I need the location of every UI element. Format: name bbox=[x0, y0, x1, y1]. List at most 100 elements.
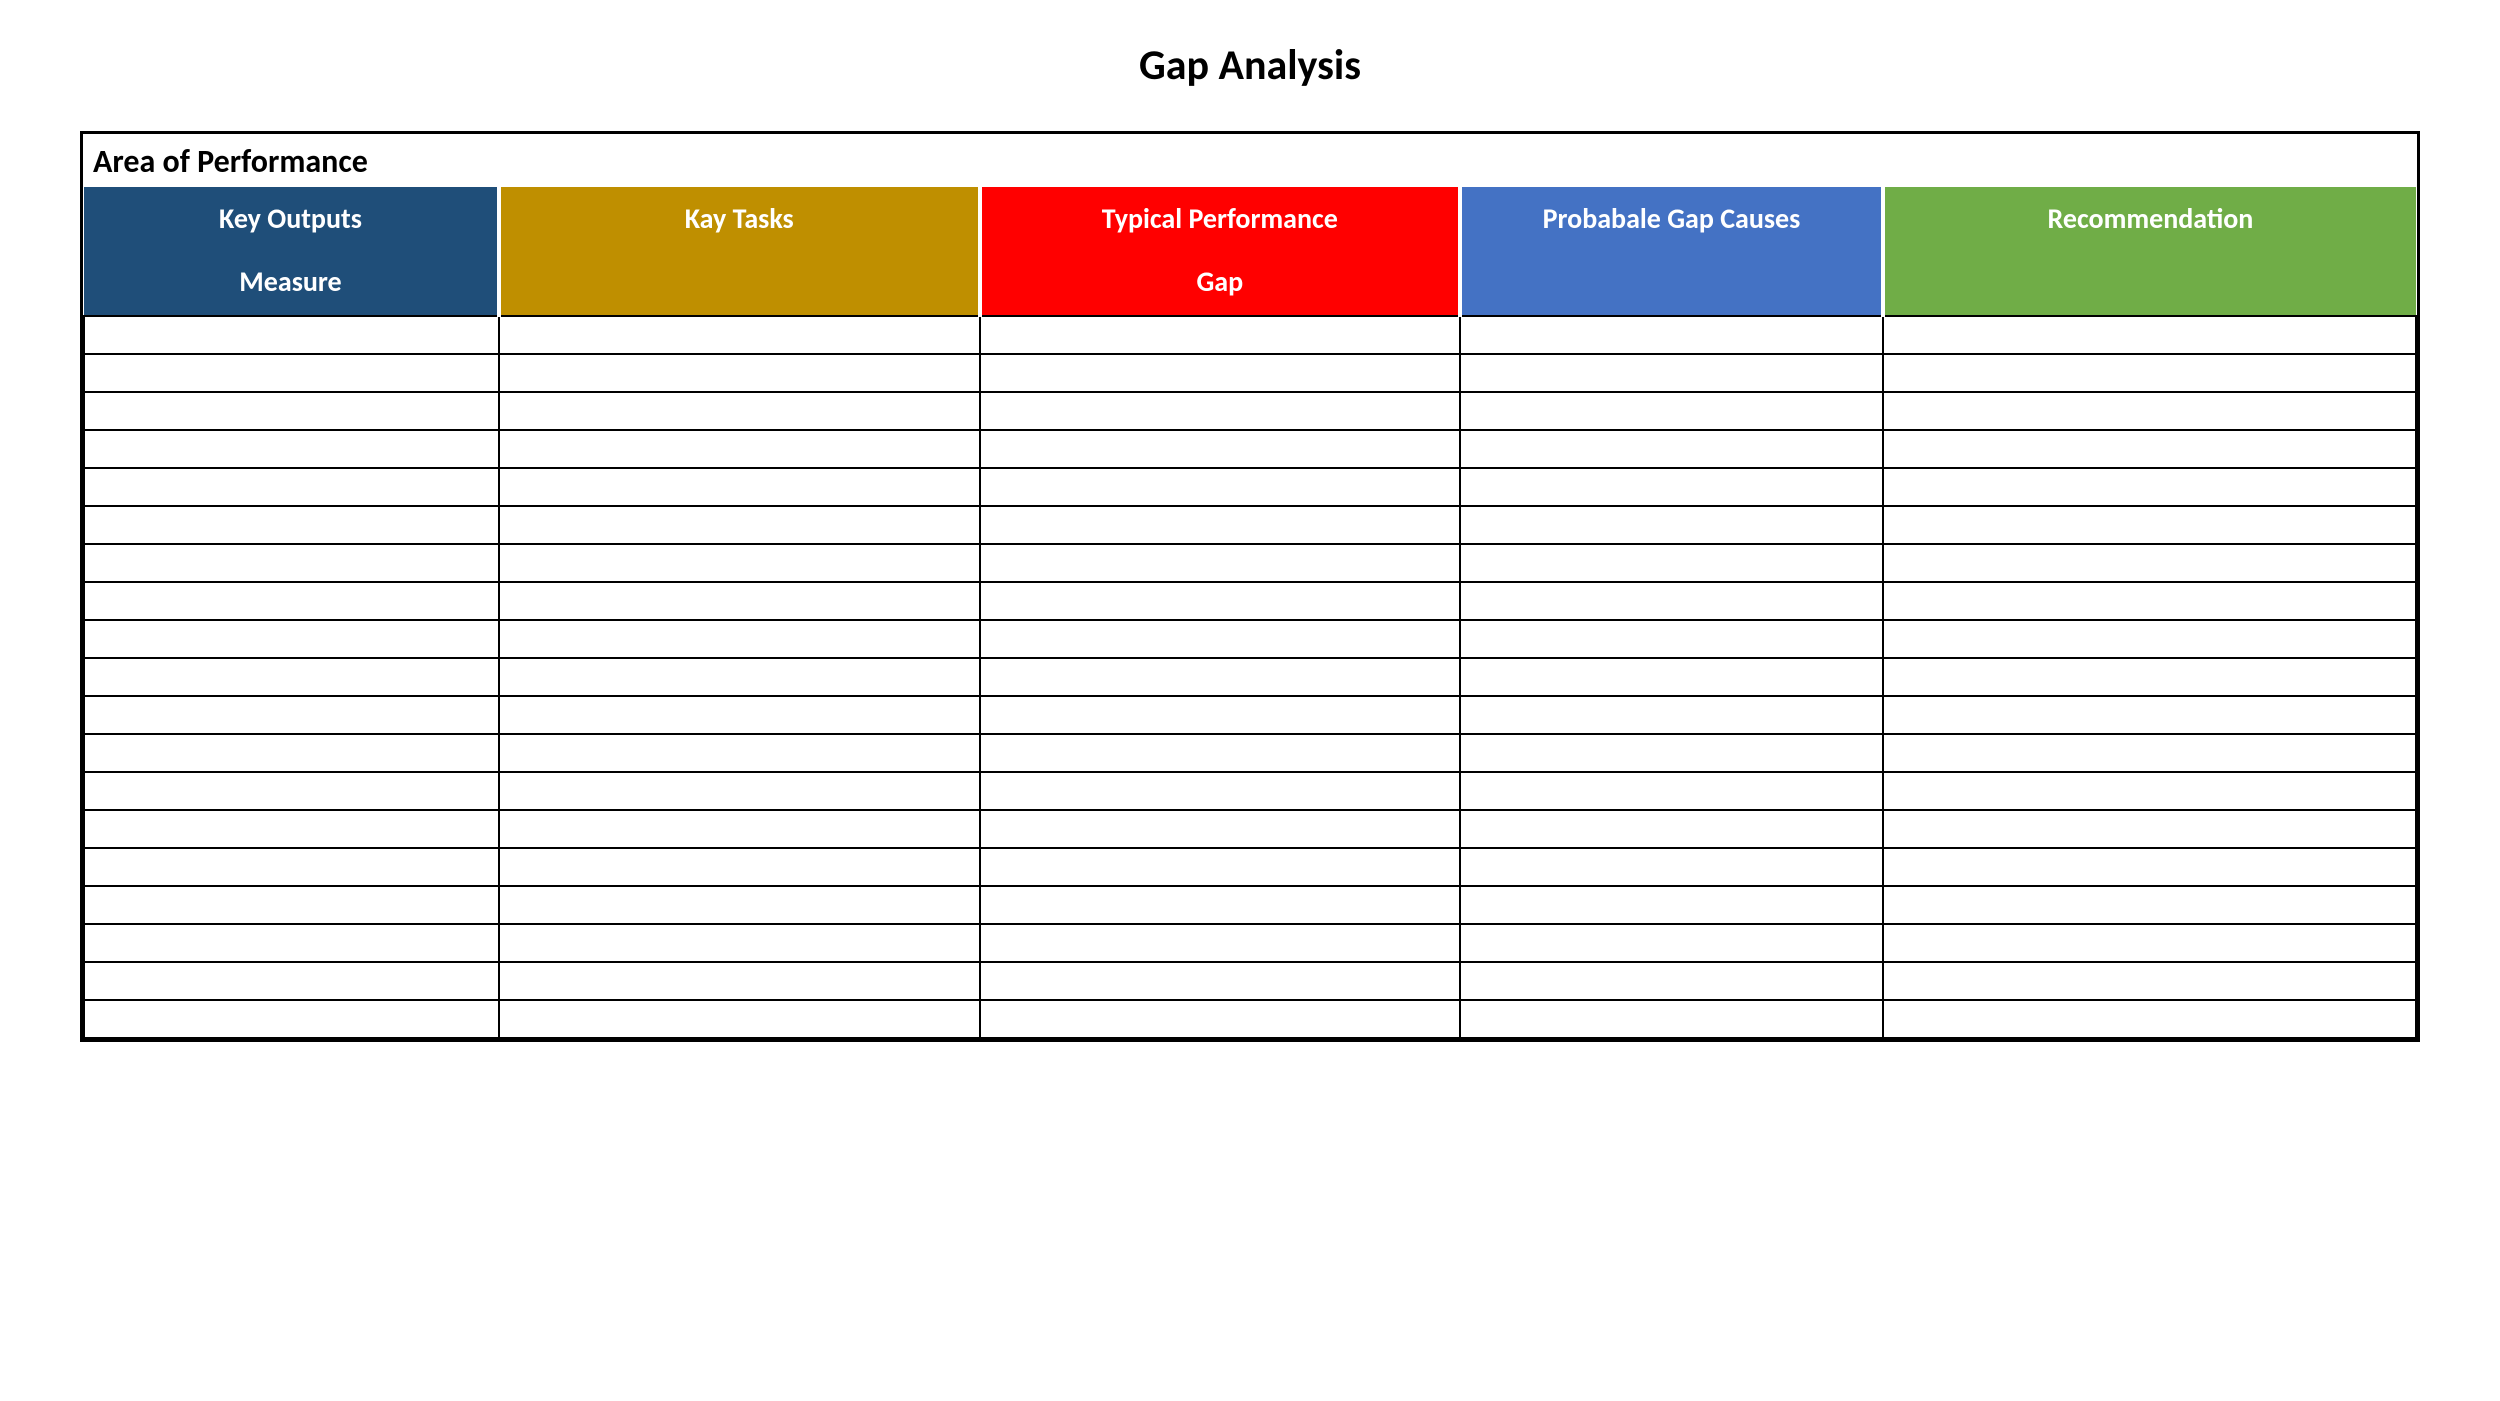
table-cell bbox=[499, 392, 980, 430]
table-cell bbox=[1883, 392, 2416, 430]
table-cell bbox=[1883, 354, 2416, 392]
table-cell bbox=[84, 392, 499, 430]
table-row bbox=[84, 924, 2416, 962]
column-header-0: Key Outputs Measure bbox=[84, 187, 499, 316]
table-cell bbox=[1460, 886, 1883, 924]
table-cell bbox=[499, 848, 980, 886]
column-header-line2: Measure bbox=[92, 260, 489, 305]
table-cell bbox=[499, 316, 980, 354]
table-cell bbox=[1460, 392, 1883, 430]
table-cell bbox=[980, 506, 1461, 544]
table-cell bbox=[84, 620, 499, 658]
table-row bbox=[84, 962, 2416, 1000]
table-cell bbox=[499, 886, 980, 924]
table-row bbox=[84, 316, 2416, 354]
table-cell bbox=[1460, 696, 1883, 734]
table-cell bbox=[980, 582, 1461, 620]
table-cell bbox=[499, 658, 980, 696]
table-cell bbox=[499, 810, 980, 848]
table-cell bbox=[980, 810, 1461, 848]
table-cell bbox=[980, 354, 1461, 392]
table-cell bbox=[499, 468, 980, 506]
table-cell bbox=[84, 886, 499, 924]
table-row bbox=[84, 810, 2416, 848]
table-cell bbox=[1883, 734, 2416, 772]
column-header-line1: Probabale Gap Causes bbox=[1470, 197, 1873, 242]
table-row bbox=[84, 392, 2416, 430]
table-cell bbox=[1883, 1000, 2416, 1038]
table-cell bbox=[84, 316, 499, 354]
column-header-line1: Kay Tasks bbox=[509, 197, 970, 242]
table-cell bbox=[84, 772, 499, 810]
table-cell bbox=[980, 468, 1461, 506]
table-cell bbox=[84, 696, 499, 734]
table-cell bbox=[1883, 582, 2416, 620]
table-cell bbox=[980, 392, 1461, 430]
table-cell bbox=[1460, 962, 1883, 1000]
gap-analysis-table: Key OutputsMeasureKay TasksTypical Perfo… bbox=[83, 187, 2417, 1039]
column-header-1: Kay Tasks bbox=[499, 187, 980, 316]
table-cell bbox=[1460, 772, 1883, 810]
table-row bbox=[84, 506, 2416, 544]
table-cell bbox=[1883, 544, 2416, 582]
table-cell bbox=[980, 962, 1461, 1000]
table-row bbox=[84, 734, 2416, 772]
table-cell bbox=[1883, 506, 2416, 544]
table-cell bbox=[1883, 810, 2416, 848]
table-cell bbox=[980, 734, 1461, 772]
table-cell bbox=[499, 734, 980, 772]
table-cell bbox=[1460, 924, 1883, 962]
column-header-2: Typical Performance Gap bbox=[980, 187, 1461, 316]
table-row bbox=[84, 468, 2416, 506]
table-row bbox=[84, 430, 2416, 468]
table-cell bbox=[1883, 696, 2416, 734]
table-row bbox=[84, 620, 2416, 658]
table-cell bbox=[980, 544, 1461, 582]
table-cell bbox=[499, 430, 980, 468]
table-cell bbox=[84, 1000, 499, 1038]
table-cell bbox=[980, 1000, 1461, 1038]
table-row bbox=[84, 354, 2416, 392]
column-header-line2: Gap bbox=[990, 260, 1451, 305]
table-cell bbox=[1460, 506, 1883, 544]
table-cell bbox=[1460, 316, 1883, 354]
table-cell bbox=[1460, 620, 1883, 658]
table-row bbox=[84, 696, 2416, 734]
table-cell bbox=[499, 544, 980, 582]
table-cell bbox=[1883, 848, 2416, 886]
header-row: Key OutputsMeasureKay TasksTypical Perfo… bbox=[84, 187, 2416, 316]
table-row bbox=[84, 886, 2416, 924]
table-cell bbox=[499, 582, 980, 620]
table-cell bbox=[499, 506, 980, 544]
table-row bbox=[84, 772, 2416, 810]
table-cell bbox=[1883, 658, 2416, 696]
column-header-line1: Typical Performance bbox=[990, 197, 1451, 242]
table-row bbox=[84, 658, 2416, 696]
table-cell bbox=[499, 354, 980, 392]
table-row bbox=[84, 1000, 2416, 1038]
table-cell bbox=[499, 620, 980, 658]
table-cell bbox=[84, 658, 499, 696]
table-cell bbox=[1460, 1000, 1883, 1038]
table-cell bbox=[84, 734, 499, 772]
table-frame: Area of Performance Key Outputs Measure Ka… bbox=[80, 131, 2420, 1042]
table-cell bbox=[980, 316, 1461, 354]
table-cell bbox=[980, 620, 1461, 658]
column-header-line1: Recommendation bbox=[1893, 197, 2408, 242]
table-cell bbox=[499, 1000, 980, 1038]
table-cell bbox=[84, 962, 499, 1000]
table-cell bbox=[1460, 658, 1883, 696]
column-header-line1: Key Outputs bbox=[92, 197, 489, 242]
table-cell bbox=[1460, 582, 1883, 620]
table-cell bbox=[1460, 544, 1883, 582]
table-cell bbox=[499, 962, 980, 1000]
table-cell bbox=[84, 810, 499, 848]
table-cell bbox=[1883, 430, 2416, 468]
table-cell bbox=[84, 848, 499, 886]
table-cell bbox=[84, 582, 499, 620]
table-cell bbox=[980, 772, 1461, 810]
section-title: Area of Performance bbox=[83, 134, 2417, 187]
table-cell bbox=[499, 772, 980, 810]
table-cell bbox=[1460, 848, 1883, 886]
table-cell bbox=[1460, 468, 1883, 506]
